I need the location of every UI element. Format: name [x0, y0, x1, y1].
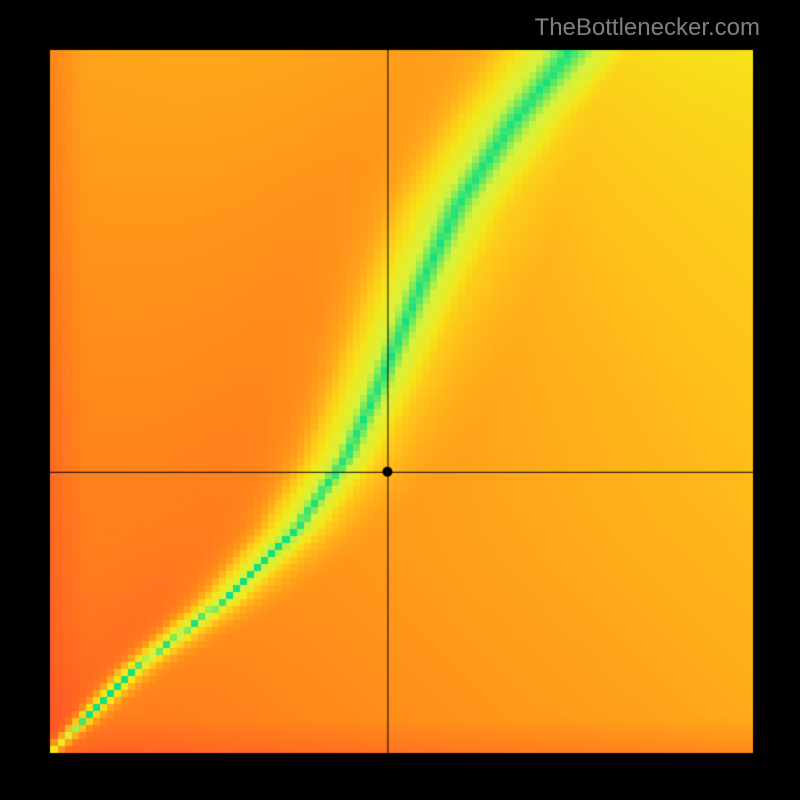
chart-container: TheBottlenecker.com: [0, 0, 800, 800]
attribution-text: TheBottlenecker.com: [535, 14, 760, 42]
bottleneck-heatmap: [0, 0, 800, 800]
